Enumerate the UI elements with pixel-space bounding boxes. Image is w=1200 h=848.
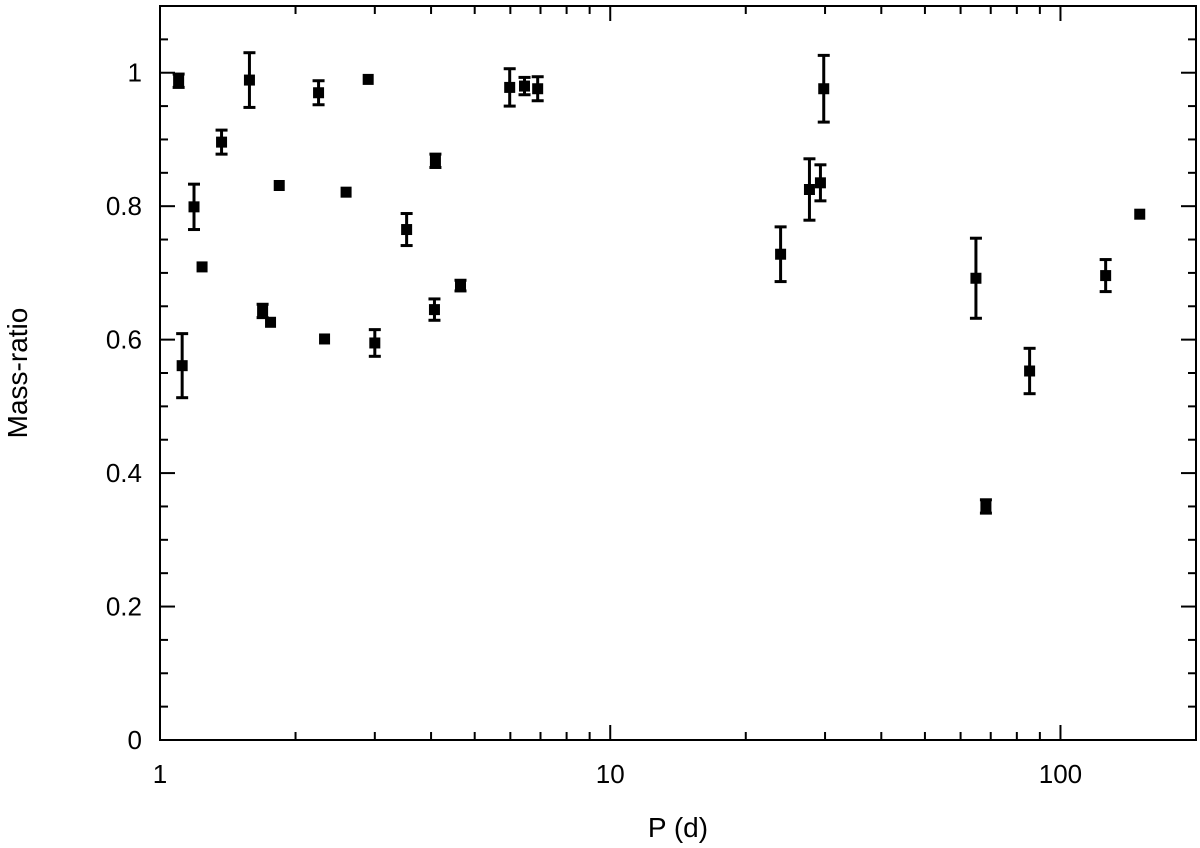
- data-point-group: [817, 53, 830, 124]
- data-point: [257, 305, 269, 317]
- data-point-group: [319, 333, 331, 345]
- data-point-group: [429, 152, 442, 169]
- data-point-group: [176, 332, 189, 400]
- data-point: [1024, 365, 1036, 377]
- data-point: [188, 201, 200, 213]
- data-point-group: [428, 297, 441, 322]
- x-tick-label: 1: [153, 759, 167, 789]
- x-tick-label: 100: [1039, 759, 1082, 789]
- data-point: [970, 272, 982, 284]
- data-point: [196, 261, 208, 273]
- y-tick-label: 0.6: [106, 325, 142, 355]
- data-point-group: [803, 157, 816, 222]
- data-point: [455, 280, 467, 292]
- data-point: [176, 360, 188, 372]
- data-point-group: [362, 73, 374, 85]
- data-point: [1100, 270, 1112, 282]
- data-point: [429, 155, 441, 167]
- data-point: [319, 333, 331, 345]
- data-point-group: [273, 179, 285, 191]
- data-point-group: [1134, 208, 1146, 220]
- data-point-group: [312, 79, 325, 107]
- y-tick-label: 0.4: [106, 458, 142, 488]
- data-point: [273, 179, 285, 191]
- axis-major-ticks: [159, 6, 1196, 741]
- plot-frame: [159, 5, 1197, 741]
- data-point-group: [1099, 258, 1112, 294]
- data-point-group: [215, 128, 228, 156]
- data-point: [980, 500, 992, 512]
- data-point: [313, 87, 325, 99]
- data-point: [518, 80, 530, 92]
- data-point-group: [256, 302, 269, 320]
- data-point: [243, 74, 255, 86]
- y-axis-title: Mass-ratio: [2, 308, 33, 439]
- axis-tick-labels: 1 10 100 0 0.2 0.4 0.6 0.8 1: [106, 58, 1082, 789]
- data-point-group: [188, 182, 201, 232]
- axis-minor-ticks: [160, 5, 1197, 740]
- data-point-group: [969, 236, 982, 320]
- data-point-group: [1023, 346, 1036, 396]
- data-point: [369, 337, 381, 349]
- y-tick-label: 1: [128, 58, 142, 88]
- data-point: [216, 136, 228, 148]
- data-point: [401, 224, 413, 236]
- data-point: [362, 73, 374, 85]
- data-point-group: [340, 186, 352, 198]
- data-point: [818, 83, 830, 95]
- data-point-group: [531, 75, 544, 103]
- data-point-group: [265, 316, 277, 328]
- data-point: [1134, 208, 1146, 220]
- data-point: [428, 304, 440, 316]
- y-tick-label: 0.8: [106, 191, 142, 221]
- data-point-group: [172, 72, 185, 89]
- data-point: [173, 75, 185, 87]
- x-tick-label: 10: [596, 759, 625, 789]
- data-point: [532, 83, 544, 95]
- data-point-group: [243, 51, 256, 109]
- data-point-group: [368, 328, 381, 358]
- data-point: [265, 316, 277, 328]
- data-point-group: [518, 75, 531, 97]
- data-point: [814, 177, 826, 189]
- data-point-group: [979, 498, 992, 515]
- data-point-group: [454, 278, 467, 293]
- data-point-group: [400, 212, 413, 248]
- y-tick-label: 0.2: [106, 592, 142, 622]
- data-point-group: [774, 225, 787, 284]
- x-axis-title: P (d): [648, 812, 708, 843]
- data-points: [172, 51, 1146, 515]
- data-point: [775, 248, 787, 260]
- data-point-group: [196, 261, 208, 273]
- data-point: [504, 81, 516, 93]
- data-point: [803, 184, 815, 195]
- y-tick-label: 0: [128, 725, 142, 755]
- data-point: [340, 186, 352, 198]
- data-point-group: [503, 67, 516, 108]
- data-point-group: [814, 163, 827, 203]
